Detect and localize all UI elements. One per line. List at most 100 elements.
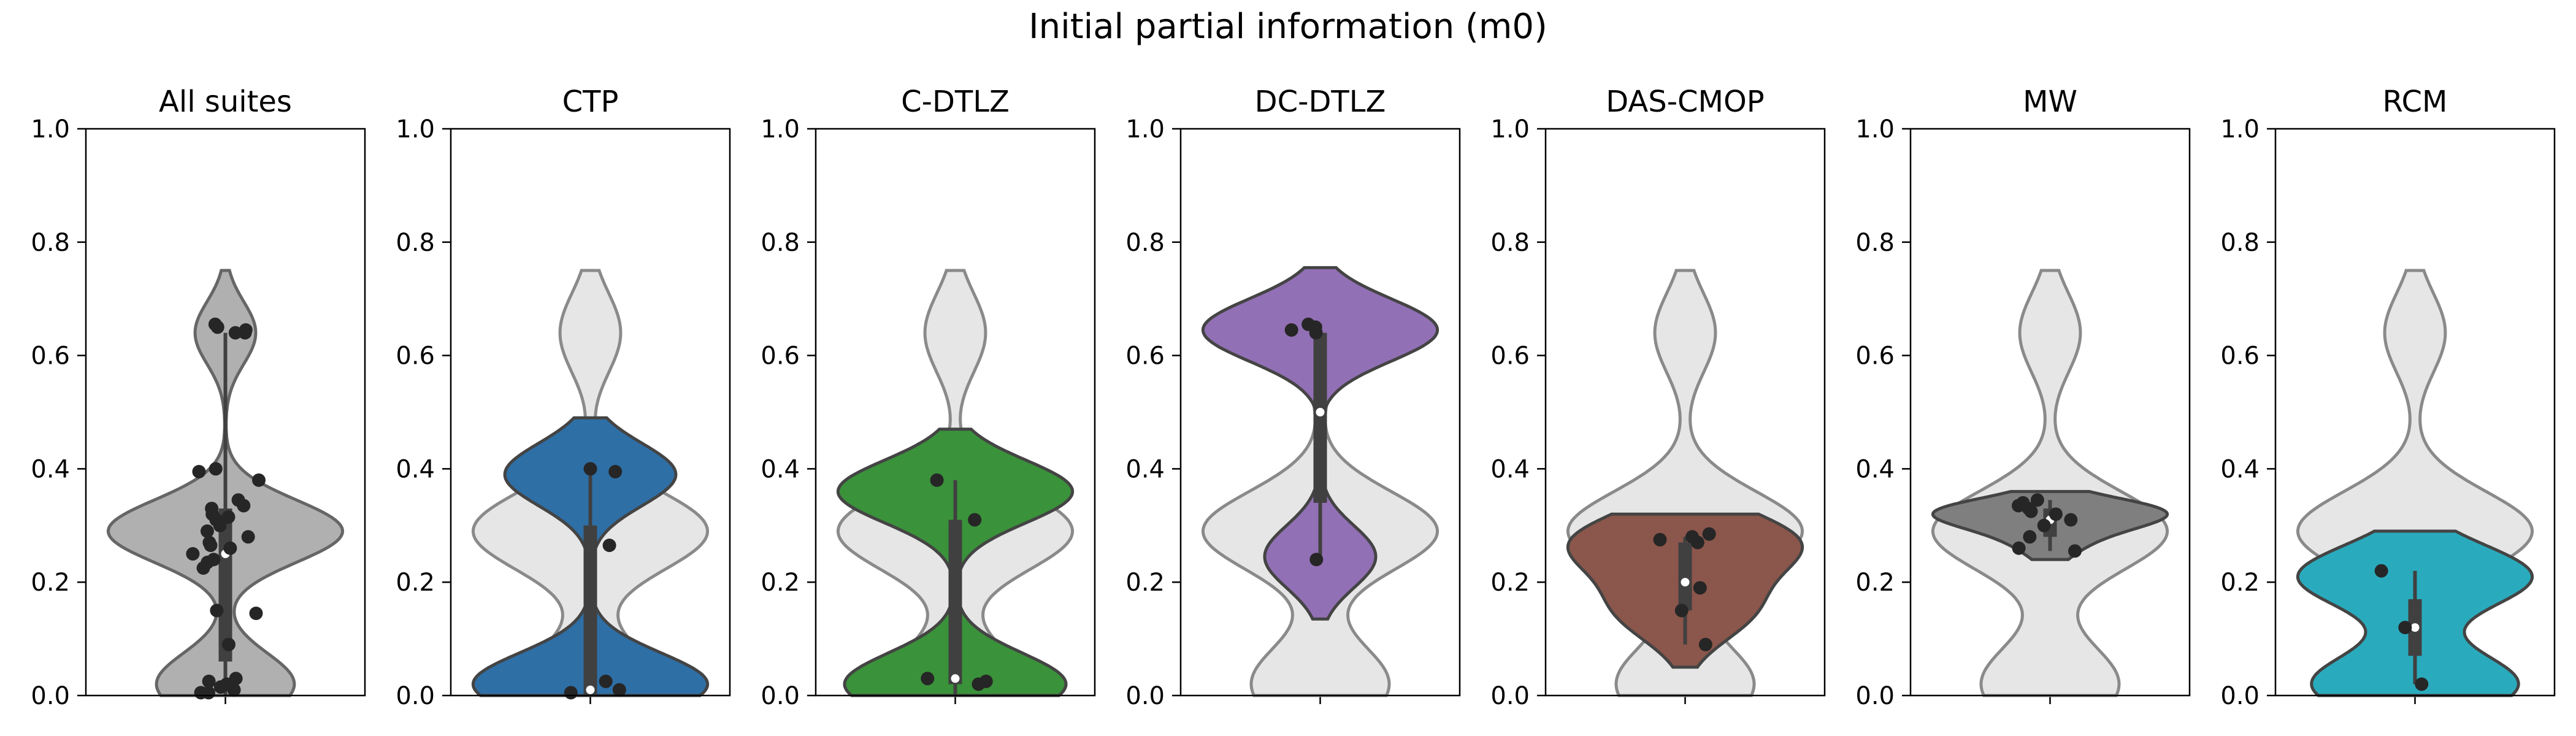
box-median [1681,578,1690,587]
data-point [930,473,944,487]
y-tick-label: 0.8 [1855,229,1895,257]
y-tick-label: 0.0 [1125,682,1165,710]
axes-frame [1909,128,2191,697]
panel-title: C-DTLZ [901,85,1010,119]
data-point [2398,621,2412,635]
data-point [602,539,616,553]
y-tick-label: 0.6 [1125,342,1165,370]
data-point [968,513,982,527]
y-tick-label: 0.4 [1125,455,1165,483]
panel-das-cmop: DAS-CMOP 0.0 0.2 0.4 0.6 0.8 1.0 [1490,85,1826,710]
data-point [202,674,216,688]
data-point [2068,544,2082,558]
data-point [221,637,236,651]
y-tick-label: 0.4 [2220,455,2260,483]
data-point [608,465,623,479]
y-tick-label: 0.2 [1490,569,1530,597]
reference-violin [2296,269,2534,697]
y-tick-label: 0.6 [2220,342,2260,370]
y-tick-label: 1.0 [1125,115,1165,144]
data-point [196,561,210,575]
data-point [249,607,263,621]
y-tick-label: 0.0 [1490,682,1530,710]
panel-title: RCM [2383,85,2448,119]
box-median [2410,623,2420,632]
data-point [1674,604,1689,618]
data-point [228,326,242,340]
panel-title: All suites [159,85,292,119]
y-tick-label: 0.0 [2220,682,2260,710]
data-point [192,465,206,479]
data-point [564,686,578,700]
y-tick-label: 1.0 [761,115,800,144]
data-point [921,672,935,686]
data-point [2374,564,2388,578]
data-point [194,686,208,700]
data-point [210,604,224,618]
box-iqr [1313,332,1327,503]
figure-title: Initial partial information (m0) [1029,7,1547,47]
y-tick-label: 1.0 [1490,115,1530,144]
axes-frame [85,128,366,697]
data-point [209,462,223,476]
data-point [213,680,228,694]
box-median [586,685,595,694]
y-tick-label: 0.2 [761,569,800,597]
box-iqr [583,525,597,696]
y-tick-label: 1.0 [396,115,435,144]
data-point [2012,541,2026,555]
panels-group: All suites 0.0 0.2 0.4 0.6 0.8 1.0 CTP 0.0 0.2 0.4… [31,85,2556,710]
data-point [2415,677,2429,691]
y-tick-label: 0.8 [2220,229,2260,257]
y-tick-label: 0.8 [1490,229,1530,257]
y-tick-label: 0.4 [1490,455,1530,483]
y-tick-label: 0.6 [1855,342,1895,370]
data-point [1309,553,1324,567]
y-tick-label: 0.2 [1855,569,1895,597]
y-tick-label: 0.2 [2220,569,2260,597]
y-tick-label: 0.4 [761,455,800,483]
y-tick-label: 0.6 [396,342,435,370]
panel-dc-dtlz: DC-DTLZ 0.0 0.2 0.4 0.6 0.8 1.0 [1125,85,1461,710]
y-tick-label: 0.6 [1490,342,1530,370]
data-point [2049,507,2063,521]
panel-title: CTP [562,85,619,119]
panel-mw: MW 0.0 0.2 0.4 0.6 0.8 1.0 [1855,85,2191,710]
y-tick-label: 0.2 [31,569,70,597]
data-point [2037,518,2051,532]
panel-all-suites: All suites 0.0 0.2 0.4 0.6 0.8 1.0 [31,85,366,710]
y-tick-label: 0.0 [761,682,800,710]
axes-frame [2274,128,2556,697]
data-point [599,674,613,688]
y-tick-label: 0.4 [1855,455,1895,483]
y-tick-label: 1.0 [2220,115,2260,144]
y-tick-label: 0.0 [396,682,435,710]
data-point [1653,532,1667,546]
panel-ctp: CTP 0.0 0.2 0.4 0.6 0.8 1.0 [396,85,731,710]
axes-frame [1544,128,1826,697]
y-tick-label: 0.6 [31,342,70,370]
y-tick-label: 0.0 [31,682,70,710]
data-point [1693,581,1707,595]
y-tick-label: 1.0 [31,115,70,144]
y-tick-label: 0.4 [396,455,435,483]
data-point [1698,637,1712,651]
y-tick-label: 0.0 [1855,682,1895,710]
data-point [237,499,251,513]
axes-frame [450,128,731,697]
data-point [186,547,200,561]
y-tick-label: 0.4 [31,455,70,483]
data-point [239,323,253,337]
data-point [2023,530,2037,544]
data-point [2064,513,2078,527]
data-point [241,530,255,544]
data-point [2024,504,2038,518]
y-tick-label: 0.8 [31,229,70,257]
data-point [1702,527,1716,541]
y-tick-label: 1.0 [1855,115,1895,144]
y-tick-label: 0.2 [1125,569,1165,597]
data-point [612,683,626,697]
y-tick-label: 0.8 [761,229,800,257]
data-point [2030,493,2044,507]
